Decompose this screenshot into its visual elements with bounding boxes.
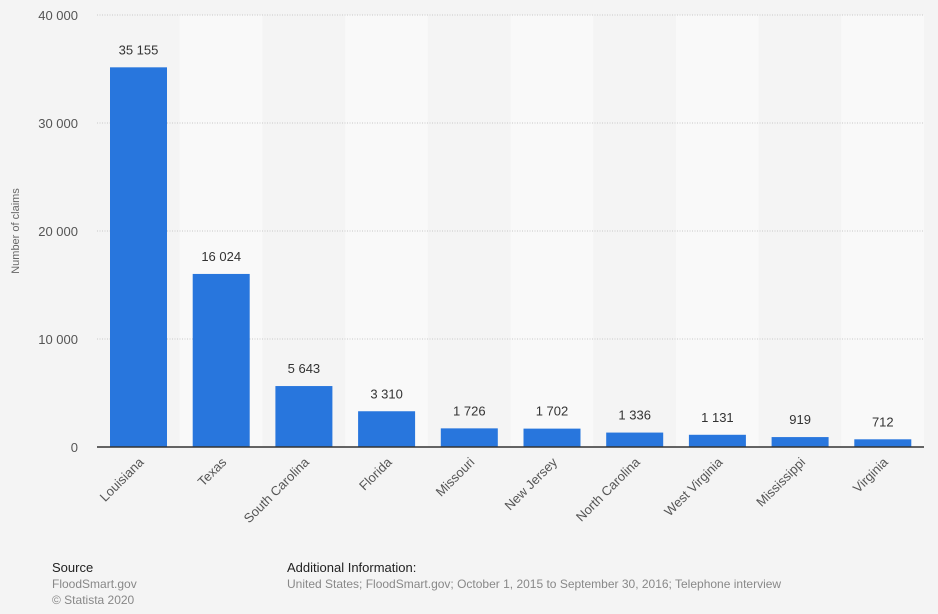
copyright: © Statista 2020 [52,593,135,607]
data-label: 919 [789,412,811,427]
bar [440,428,498,447]
bar [358,411,416,447]
data-label: 1 131 [701,410,734,425]
bar [523,428,581,447]
bar [771,437,829,447]
band-background [345,15,428,447]
additional-info-block: Additional Information: United States; F… [287,560,781,592]
data-label: 5 643 [288,361,321,376]
data-label: 712 [872,414,894,429]
bar [275,386,333,447]
bar [606,432,664,447]
x-tick-label: Texas [195,454,230,489]
y-axis-label: Number of claims [10,188,22,274]
x-tick-label: Louisiana [97,454,148,505]
data-label: 1 336 [618,408,651,423]
additional-info-heading: Additional Information: [287,560,417,575]
band-background [510,15,594,447]
bar [854,439,912,447]
additional-info-text: United States; FloodSmart.gov; October 1… [287,577,782,591]
y-tick-label: 30 000 [38,116,78,131]
data-label: 35 155 [119,42,159,57]
data-label: 1 726 [453,403,486,418]
y-tick-label: 0 [71,440,78,455]
y-tick-label: 10 000 [38,332,78,347]
source-heading: Source [52,560,94,575]
x-tick-label: New Jersey [501,454,560,513]
x-tick-label: Mississippi [753,454,808,509]
bar [192,273,250,447]
x-tick-label: West Virginia [661,454,726,519]
data-label: 1 702 [536,404,569,419]
bar [110,67,167,448]
x-tick-label: South Carolina [241,454,313,526]
x-tick-label: North Carolina [573,454,643,524]
x-tick-label: Florida [356,454,395,493]
x-tick-label: Virginia [850,454,892,496]
source-block: Source FloodSmart.gov © Statista 2020 [52,560,137,608]
x-tick-label: Missouri [433,454,478,499]
bar-chart: 0 10 000 20 000 30 000 40 000 Number of claim… [10,8,924,526]
y-tick-label: 20 000 [38,224,78,239]
bar [688,434,746,447]
source-link[interactable]: FloodSmart.gov [52,577,137,591]
data-label: 3 310 [370,386,403,401]
data-label: 16 024 [201,249,241,264]
y-tick-label: 40 000 [38,8,78,23]
